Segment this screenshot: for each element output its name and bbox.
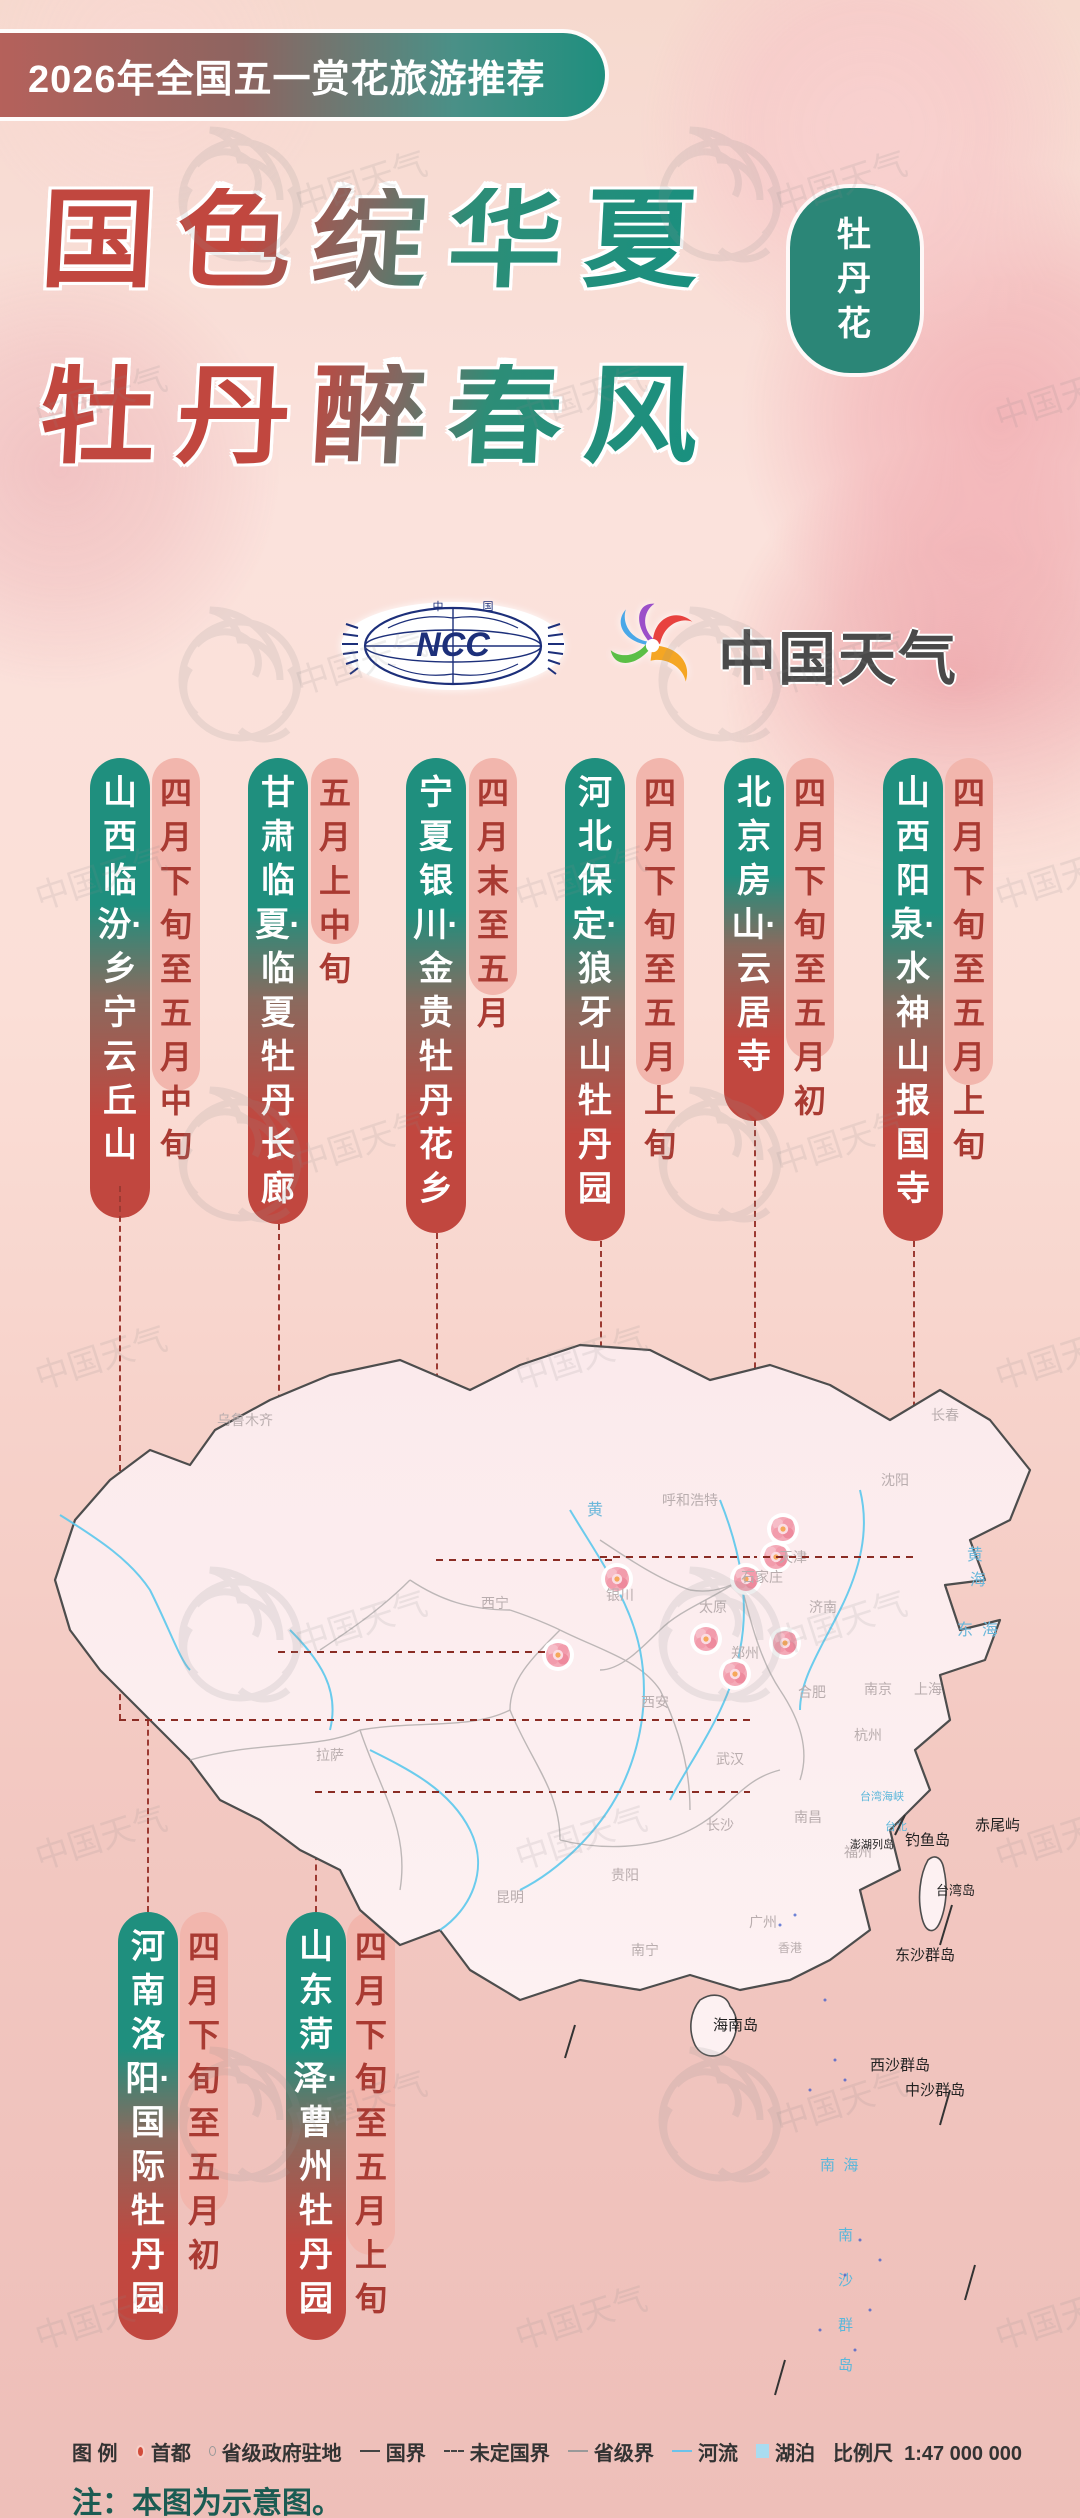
svg-text:国: 国: [483, 600, 494, 613]
svg-text:NCC: NCC: [416, 626, 490, 664]
svg-text:中: 中: [433, 600, 444, 613]
